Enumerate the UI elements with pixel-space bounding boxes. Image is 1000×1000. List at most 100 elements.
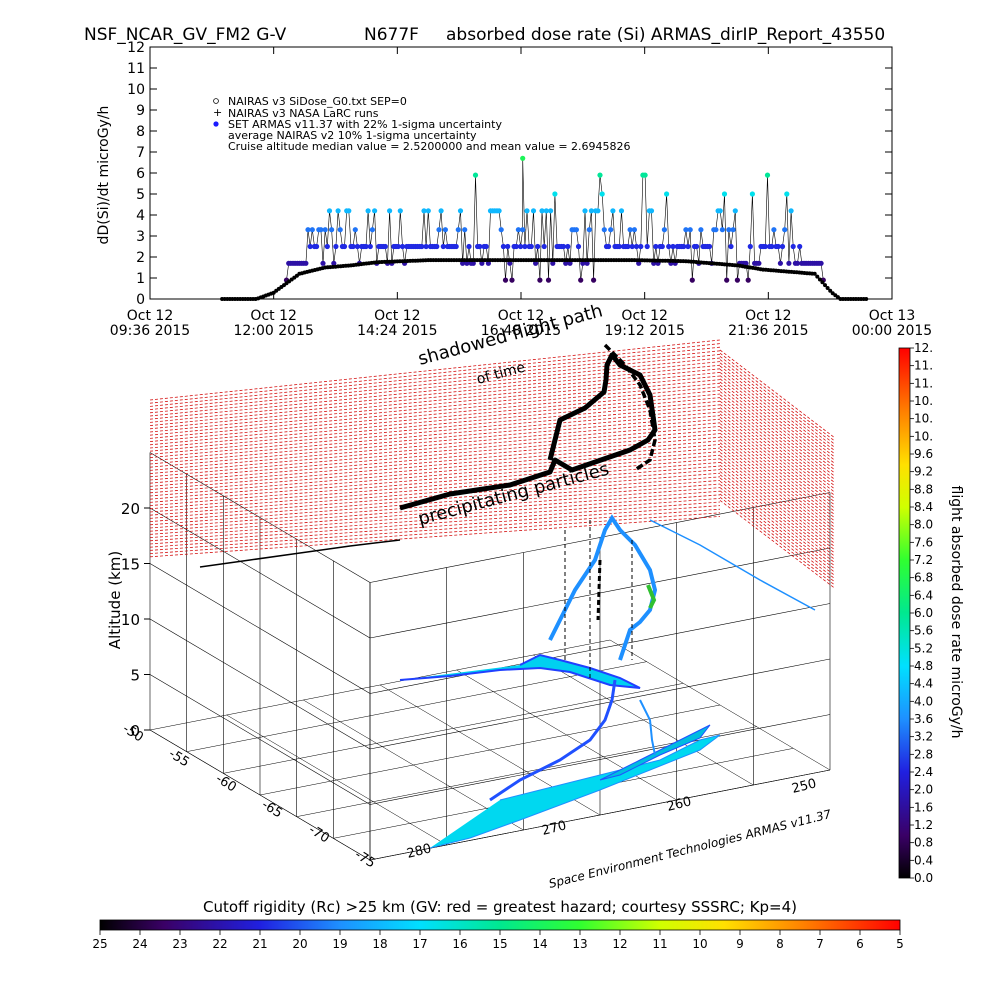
rigidity-colorbar-tick-label: 10: [692, 937, 707, 951]
shadow-plane-line: [719, 356, 836, 445]
shadow-plane-line: [719, 480, 836, 570]
wall-grid-horizontal: [149, 452, 371, 583]
shadow-plane-line: [719, 404, 836, 493]
shadow-plane-line: [719, 445, 836, 535]
armas-point: [387, 208, 393, 214]
rigidity-colorbar-tick-label: 12: [612, 937, 627, 951]
dose-colorbar-tick-label: 7.6: [914, 535, 933, 549]
shadow-plane-line: [149, 400, 721, 455]
y-tick-label: 12: [127, 40, 145, 56]
shadow-plane-line: [719, 436, 836, 525]
shadow-plane-line: [149, 364, 721, 423]
wall-grid-horizontal: [369, 492, 831, 583]
floor-grid-line: [609, 639, 831, 771]
shadow-plane-line: [719, 487, 836, 576]
armas-point: [537, 277, 543, 283]
nairas-point: [815, 274, 820, 279]
shadow-plane-line: [719, 365, 836, 455]
dose-colorbar-tick-label: 10.: [914, 429, 933, 443]
rigidity-colorbar-gradient: [99, 919, 901, 931]
shadow-plane-line: [149, 415, 721, 468]
rigidity-colorbar-tick-label: 19: [332, 937, 347, 951]
armas-point: [719, 227, 726, 233]
armas-point: [578, 277, 584, 283]
armas-point: [419, 243, 425, 250]
flight-path-3d: 0 5 10 15 20 Altitude (km) -50 -55 -60 -65 -70 -75 2…: [106, 300, 836, 891]
shadow-plane-line: [719, 352, 836, 442]
armas-point: [318, 227, 324, 233]
armas-point: [309, 227, 315, 233]
armas-point: [683, 227, 689, 233]
armas-point: [732, 208, 738, 214]
armas-point: [305, 227, 311, 233]
armas-point: [335, 208, 341, 214]
armas-point: [367, 243, 373, 250]
x-tick-date: Oct 13: [869, 308, 915, 324]
y-tick-label: 4: [136, 208, 145, 224]
shadow-plane-line: [719, 349, 836, 439]
shadow-plane-line: [719, 391, 836, 480]
rigidity-colorbar-tick-label: 6: [856, 937, 864, 951]
dose-colorbar-tick-label: 10.: [914, 412, 933, 426]
armas-point: [365, 208, 371, 214]
armas-point: [625, 243, 631, 250]
shadow-plane-line: [719, 484, 836, 573]
armas-point: [728, 243, 734, 250]
dose-colorbar-tick-label: 2.4: [914, 765, 933, 779]
ascent-track: [489, 679, 617, 802]
armas-point: [425, 208, 431, 214]
armas-point: [794, 260, 801, 266]
wall-grid-horizontal: [369, 603, 831, 694]
nairas-point: [812, 271, 817, 276]
shadow-plane-line: [149, 393, 721, 449]
z-tick-label: 15: [121, 556, 140, 574]
armas-point: [627, 227, 633, 233]
armas-point: [326, 208, 333, 214]
rigidity-colorbar-tick-label: 20: [292, 937, 307, 951]
armas-point: [496, 208, 502, 214]
latitude-tick-label: -75: [352, 847, 378, 871]
dose-colorbar-tick-label: 11.: [914, 376, 933, 390]
armas-point: [399, 243, 406, 250]
shadow-plane-line: [719, 477, 836, 567]
armas-point: [333, 243, 339, 250]
header-right: absorbed dose rate (Si) ARMAS_dirIP_Repo…: [446, 25, 885, 45]
shadow-plane-line: [149, 462, 721, 510]
armas-point: [307, 243, 313, 250]
shadow-plane-line: [149, 350, 721, 410]
rigidity-colorbar: Cutoff rigidity (Rc) >25 km (GV: red = g…: [92, 898, 903, 951]
armas-point: [648, 208, 655, 214]
x-tick-date: Oct 12: [745, 308, 791, 324]
armas-point: [320, 260, 326, 266]
armas-point: [520, 155, 526, 161]
dose-colorbar-tick-label: 4.4: [914, 677, 933, 691]
dose-colorbar-tick-label: 8.8: [914, 482, 933, 496]
shadow-plane-line: [719, 464, 836, 554]
armas-point: [588, 208, 595, 214]
rigidity-colorbar-label: Cutoff rigidity (Rc) >25 km (GV: red = g…: [203, 898, 797, 916]
y-tick-label: 3: [136, 229, 145, 245]
shadow-plane-line: [149, 404, 721, 458]
dose-colorbar-tick-label: 5.6: [914, 624, 933, 638]
shadow-plane-line: [149, 490, 721, 535]
dose-colorbar-tick-label: 5.2: [914, 641, 933, 655]
armas-point: [543, 208, 549, 214]
armas-point: [818, 260, 824, 266]
shadow-plane-line: [719, 442, 836, 532]
shadow-plane-line: [719, 439, 836, 528]
shadow-plane-line: [149, 368, 721, 426]
armas-point: [462, 227, 468, 233]
rigidity-colorbar-tick-label: 7: [816, 937, 824, 951]
shadow-plane-line: [719, 423, 836, 512]
armas-point: [421, 208, 427, 214]
floor-grid-line: [303, 699, 524, 831]
armas-point: [606, 243, 612, 250]
dose-colorbar-tick-label: 3.6: [914, 712, 933, 726]
armas-point: [681, 243, 687, 250]
armas-point: [745, 277, 751, 283]
rigidity-colorbar-tick-label: 8: [776, 937, 784, 951]
armas-point: [436, 227, 442, 233]
armas-point: [782, 227, 788, 233]
dose-colorbar-label: flight absorbed dose rate microGy/h: [948, 486, 964, 739]
